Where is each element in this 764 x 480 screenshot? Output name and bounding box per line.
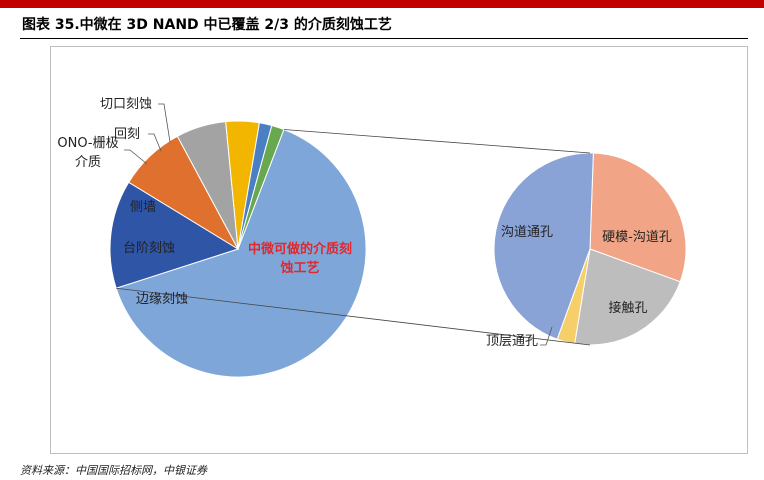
source-note: 资料来源：中国国际招标网，中银证券: [20, 464, 207, 477]
detail-label-沟道通孔: 沟道通孔: [501, 225, 553, 240]
main-slice-边缘刻蚀: [109, 181, 240, 289]
main-label-侧墙: 侧墙: [130, 200, 156, 215]
detail-label-接触孔: 接触孔: [608, 300, 647, 316]
detail-label-接触孔-line-1: 接触孔: [608, 300, 647, 316]
main-label-中微可做的介质刻蚀工艺: 中微可做的介质刻蚀工艺: [248, 241, 352, 276]
title-divider: [20, 38, 748, 39]
main-label-回刻-line-1: 回刻: [114, 127, 140, 142]
main-label-ONO-栅极介质-line-1: ONO-栅极: [57, 136, 118, 151]
leader-line-huike: [148, 133, 162, 152]
main-label-边缘刻蚀-line-1: 边缘刻蚀: [136, 292, 188, 307]
main-label-中微可做的介质刻蚀工艺-line-2: 蚀工艺: [279, 260, 319, 276]
figure-title: 图表 35.中微在 3D NAND 中已覆盖 2/3 的介质刻蚀工艺: [22, 17, 392, 33]
main-label-切口刻蚀-line-1: 切口刻蚀: [100, 97, 152, 112]
main-label-切口刻蚀: 切口刻蚀: [100, 97, 152, 112]
detail-label-硬模-沟道孔-line-1: 硬模-沟道孔: [602, 230, 672, 245]
main-label-边缘刻蚀: 边缘刻蚀: [136, 292, 188, 307]
connector-line-bottom: [116, 287, 591, 346]
leader-line-qiekou: [158, 103, 171, 143]
main-slice-中微可做的介质刻蚀工艺: [115, 128, 367, 378]
detail-label-沟道通孔-line-1: 沟道通孔: [501, 225, 553, 240]
top-accent-bar: [0, 0, 764, 8]
main-label-回刻: 回刻: [114, 127, 140, 142]
detail-label-顶层通孔: 顶层通孔: [486, 334, 538, 349]
detail-label-硬模-沟道孔: 硬模-沟道孔: [602, 230, 672, 245]
connector-line-top: [283, 129, 591, 154]
leader-line-dingceng: [540, 326, 553, 346]
main-slice-切口刻蚀: [237, 124, 285, 250]
main-label-ONO-栅极介质: ONO-栅极介质: [57, 136, 118, 170]
chart-frame: [50, 46, 748, 454]
main-label-侧墙-line-1: 侧墙: [130, 200, 156, 215]
main-label-台阶刻蚀: 台阶刻蚀: [123, 241, 175, 256]
detail-slice-沟道通孔: [493, 152, 594, 340]
detail-label-顶层通孔-line-1: 顶层通孔: [486, 334, 538, 349]
main-label-中微可做的介质刻蚀工艺-line-1: 中微可做的介质刻: [248, 241, 352, 257]
main-label-ONO-栅极介质-line-2: 介质: [75, 155, 101, 170]
leader-line-ono: [124, 149, 148, 165]
main-label-台阶刻蚀-line-1: 台阶刻蚀: [123, 241, 175, 256]
detail-slice-硬模-沟道孔: [589, 152, 687, 283]
